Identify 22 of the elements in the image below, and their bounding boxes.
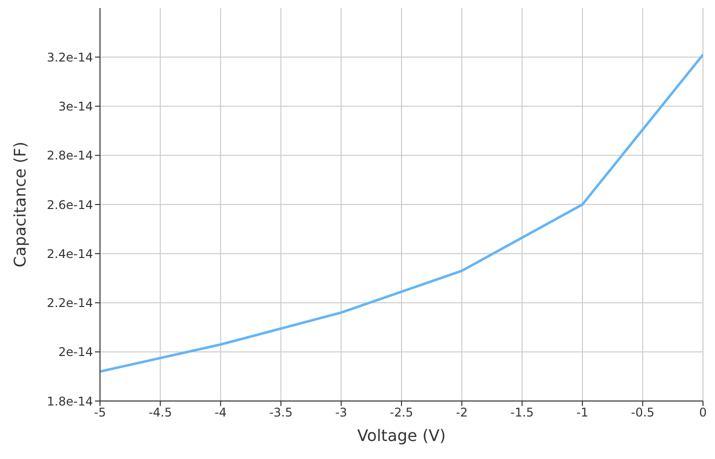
y-axis-title: Capacitance (F) — [10, 142, 30, 268]
y-tick-label: 3e-14 — [58, 100, 93, 114]
x-tick-label: -5 — [94, 406, 106, 420]
x-tick-label: -2.5 — [390, 406, 414, 420]
y-tick-label: 2.2e-14 — [46, 296, 93, 310]
x-tick-label: -4.5 — [148, 406, 172, 420]
x-tick-label: 0 — [699, 406, 707, 420]
x-tick-label: -4 — [214, 406, 227, 420]
x-tick-label: -0.5 — [630, 406, 654, 420]
x-tick-label: -2 — [456, 406, 468, 420]
y-tick-label: 1.8e-14 — [46, 394, 93, 408]
y-tick-label: 2.4e-14 — [46, 246, 93, 261]
y-tick-label: 2e-14 — [58, 345, 93, 360]
x-tick-label: -3 — [335, 406, 348, 420]
x-tick-label: -1 — [576, 406, 588, 420]
y-tick-label: 3.2e-14 — [46, 50, 93, 64]
y-tick-label: 2.8e-14 — [46, 148, 93, 163]
x-axis-title: Voltage (V) — [357, 426, 446, 445]
line-series — [100, 53, 703, 373]
x-tick-label: -3.5 — [269, 406, 293, 420]
y-tick-label: 2.6e-14 — [46, 198, 93, 212]
x-tick-label: -1.5 — [510, 406, 534, 420]
